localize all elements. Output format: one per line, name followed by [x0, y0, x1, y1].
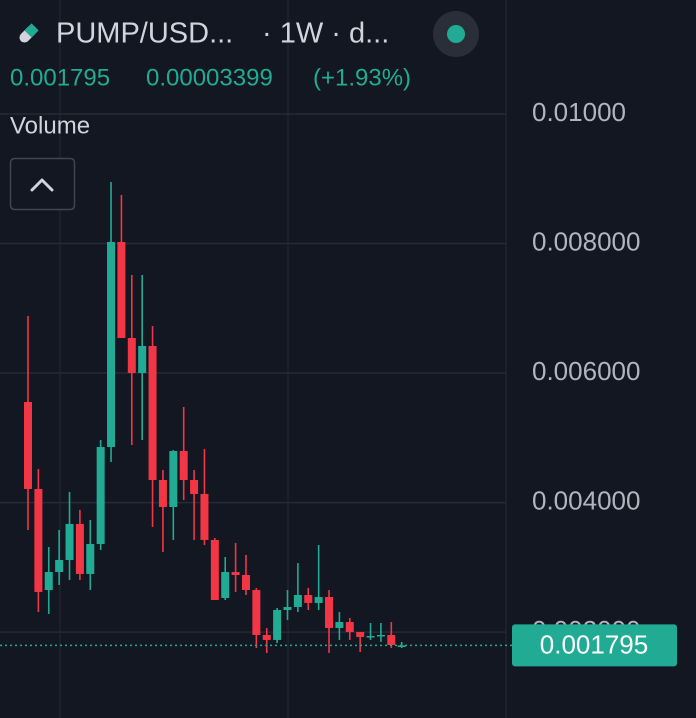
y-tick-label: 0.004000 — [532, 485, 640, 515]
candle-body — [335, 622, 344, 628]
chart-title[interactable]: PUMP/USD... — [56, 18, 233, 50]
candles — [24, 181, 406, 653]
candle-body — [169, 450, 178, 507]
candle-body — [200, 493, 209, 540]
candle-body — [252, 590, 261, 635]
candle-body — [356, 631, 365, 637]
candle-body — [179, 450, 188, 480]
candle-body — [158, 479, 167, 507]
chevron-icon — [30, 178, 54, 192]
candle-body — [148, 345, 157, 480]
candle-body — [345, 622, 354, 632]
candle-body — [34, 488, 43, 592]
candle-body — [221, 572, 230, 598]
candle-body — [96, 447, 105, 544]
symbol-icon — [19, 23, 39, 43]
candle-body — [231, 572, 240, 575]
candle-body — [117, 241, 126, 339]
price-label: 0.001795 — [540, 629, 648, 659]
candle-body — [190, 479, 199, 494]
change-percent: (+1.93%) — [313, 64, 411, 91]
candle-body — [397, 645, 406, 648]
pane-label: Volume — [10, 112, 90, 139]
candle-body — [262, 634, 271, 640]
last-close: 0.001795 — [10, 64, 110, 91]
candle-body — [127, 338, 136, 373]
status-dot — [447, 25, 465, 43]
candle-body — [314, 597, 323, 603]
y-tick-label: 0.006000 — [532, 356, 640, 386]
price-label-box — [512, 624, 677, 667]
candle-body — [241, 574, 250, 591]
change: 0.00003399 — [146, 64, 273, 91]
candle-body — [325, 597, 334, 628]
candle-body — [273, 609, 282, 640]
y-tick-label: 0.01000 — [532, 97, 626, 127]
candle-body — [387, 634, 396, 646]
candle-body — [304, 595, 313, 603]
candle-body — [65, 523, 74, 560]
candle-body — [86, 543, 95, 574]
candle-body — [138, 345, 147, 373]
candle-body — [44, 572, 53, 591]
y-tick-label: 0.008000 — [532, 226, 640, 256]
chart-subtitle[interactable]: · 1W · d... — [262, 18, 389, 50]
candle-body — [55, 559, 64, 573]
candle-body — [210, 539, 219, 600]
candle-body — [376, 634, 385, 637]
collapse-button[interactable] — [9, 157, 76, 211]
candle-body — [293, 595, 302, 607]
candle-body — [24, 402, 32, 489]
candle-body — [366, 636, 375, 638]
candle-body — [107, 241, 116, 448]
candle-body — [75, 523, 84, 574]
overlay: 0.001795 — [0, 624, 677, 667]
candle-body — [283, 606, 292, 610]
